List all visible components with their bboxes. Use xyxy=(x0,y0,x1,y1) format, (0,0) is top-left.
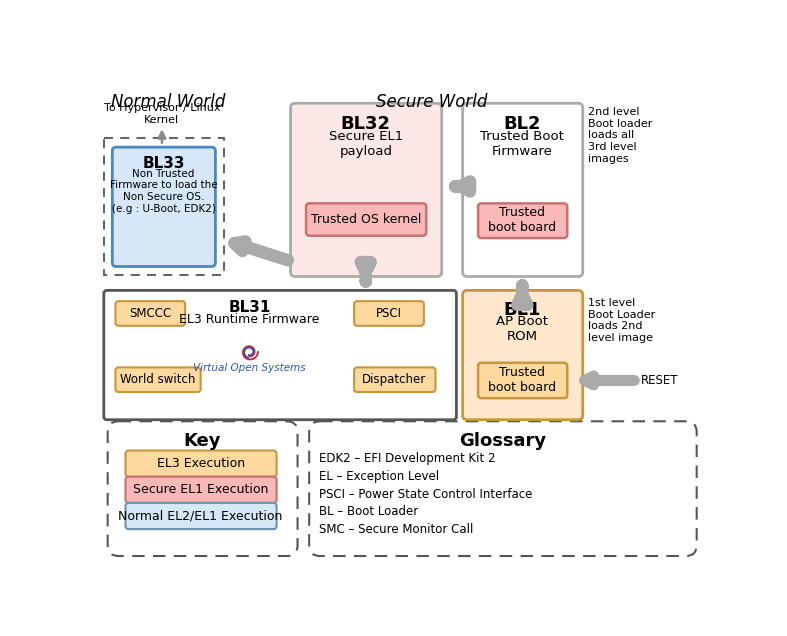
Text: BL2: BL2 xyxy=(504,115,541,133)
Text: Secure EL1
payload: Secure EL1 payload xyxy=(329,130,403,158)
Text: Secure World: Secure World xyxy=(376,93,487,111)
Text: Dispatcher: Dispatcher xyxy=(362,373,427,386)
FancyBboxPatch shape xyxy=(354,368,435,392)
Text: Glossary: Glossary xyxy=(460,432,546,450)
FancyBboxPatch shape xyxy=(116,301,185,326)
FancyBboxPatch shape xyxy=(290,103,442,277)
FancyBboxPatch shape xyxy=(463,291,582,420)
Text: RESET: RESET xyxy=(641,374,678,387)
Text: 1st level
Boot Loader
loads 2nd
level image: 1st level Boot Loader loads 2nd level im… xyxy=(588,298,656,343)
Text: Trusted
boot board: Trusted boot board xyxy=(488,366,556,394)
Text: PSCI: PSCI xyxy=(376,307,402,320)
FancyBboxPatch shape xyxy=(125,450,276,477)
Text: BL31: BL31 xyxy=(228,300,271,315)
Text: SMCCC: SMCCC xyxy=(129,307,172,320)
FancyBboxPatch shape xyxy=(104,291,456,420)
Text: PSCI – Power State Control Interface: PSCI – Power State Control Interface xyxy=(320,488,533,501)
FancyBboxPatch shape xyxy=(354,301,424,326)
Text: Normal EL2/EL1 Execution: Normal EL2/EL1 Execution xyxy=(119,509,283,523)
Text: Non Trusted
Firmware to load the
Non Secure OS.
(e.g : U-Boot, EDK2): Non Trusted Firmware to load the Non Sec… xyxy=(109,169,217,214)
FancyBboxPatch shape xyxy=(113,147,216,266)
Text: EDK2 – EFI Development Kit 2: EDK2 – EFI Development Kit 2 xyxy=(320,452,496,465)
FancyBboxPatch shape xyxy=(116,368,201,392)
FancyBboxPatch shape xyxy=(478,204,567,238)
Text: Trusted Boot
Firmware: Trusted Boot Firmware xyxy=(480,130,564,158)
Text: EL – Exception Level: EL – Exception Level xyxy=(320,470,439,483)
Text: Normal World: Normal World xyxy=(111,93,225,111)
Text: 2nd level
Boot loader
loads all
3rd level
images: 2nd level Boot loader loads all 3rd leve… xyxy=(588,107,652,163)
Text: To Hypervisor / Linux
Kernel: To Hypervisor / Linux Kernel xyxy=(104,103,220,125)
Text: Secure EL1 Execution: Secure EL1 Execution xyxy=(133,483,268,496)
FancyBboxPatch shape xyxy=(125,477,276,503)
FancyBboxPatch shape xyxy=(306,204,427,236)
Text: SMC – Secure Monitor Call: SMC – Secure Monitor Call xyxy=(320,523,474,536)
FancyBboxPatch shape xyxy=(463,103,582,277)
Text: Trusted
boot board: Trusted boot board xyxy=(488,206,556,234)
FancyBboxPatch shape xyxy=(125,503,276,529)
Text: Virtual Open Systems: Virtual Open Systems xyxy=(193,363,306,373)
Text: BL33: BL33 xyxy=(142,156,185,171)
Text: Key: Key xyxy=(183,432,221,450)
Text: BL – Boot Loader: BL – Boot Loader xyxy=(320,505,419,518)
Text: AP Boot
ROM: AP Boot ROM xyxy=(497,315,549,343)
Text: EL3 Runtime Firmware: EL3 Runtime Firmware xyxy=(179,313,320,326)
Text: BL32: BL32 xyxy=(341,115,391,133)
Text: Trusted OS kernel: Trusted OS kernel xyxy=(311,213,421,226)
Text: BL1: BL1 xyxy=(504,301,541,319)
FancyBboxPatch shape xyxy=(478,363,567,398)
Text: World switch: World switch xyxy=(120,373,196,386)
Text: EL3 Execution: EL3 Execution xyxy=(157,457,245,470)
